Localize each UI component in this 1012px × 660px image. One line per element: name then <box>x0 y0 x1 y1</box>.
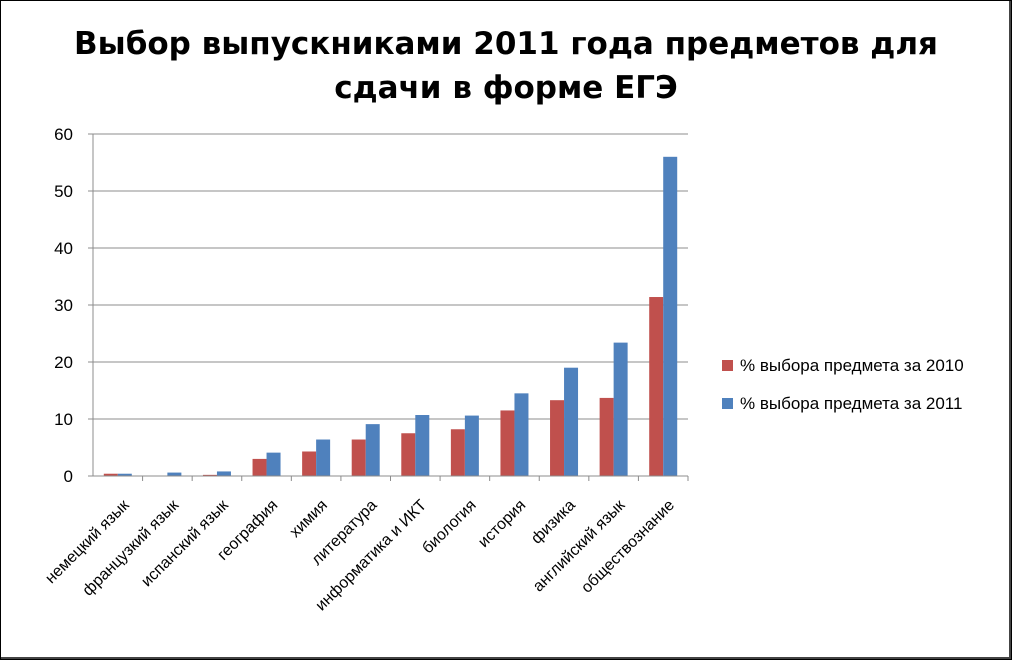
legend-swatch <box>722 398 733 409</box>
bar-2010 <box>202 474 217 476</box>
legend-swatch <box>722 360 733 371</box>
x-category-label: физика <box>528 497 579 548</box>
bar-2010 <box>252 458 267 476</box>
y-tick-label: 30 <box>54 296 73 315</box>
chart-title-line2: сдачи в форме ЕГЭ <box>334 70 678 106</box>
bar-2011 <box>365 424 380 476</box>
bars <box>103 156 678 477</box>
chart-title: Выбор выпускниками 2011 года предметов д… <box>0 22 1012 110</box>
bar-2010 <box>599 397 614 476</box>
bar-2011 <box>415 415 430 476</box>
legend-label: % выбора предмета за 2011 <box>740 394 962 413</box>
bar-2011 <box>564 367 579 476</box>
y-tick-label: 40 <box>54 239 73 258</box>
bar-2011 <box>316 439 331 476</box>
y-tick-labels: 0 10 20 30 40 50 60 <box>54 125 73 486</box>
x-category-label: английский язык <box>530 496 629 595</box>
bar-2011 <box>613 342 628 476</box>
bar-2011 <box>266 452 281 476</box>
x-category-label: биология <box>419 497 479 557</box>
bar-2010 <box>302 451 317 476</box>
gridlines <box>93 133 688 420</box>
x-category-label: химия <box>287 497 331 541</box>
chart-title-line1: Выбор выпускниками 2011 года предметов д… <box>74 26 938 62</box>
bar-2010 <box>649 297 664 476</box>
bar-2010 <box>401 433 416 476</box>
y-tick-label: 0 <box>64 467 73 486</box>
bar-2010 <box>450 429 465 476</box>
x-category-label: немецкий язык <box>42 496 133 587</box>
bar-2011 <box>464 415 479 476</box>
bar-2010 <box>550 400 565 476</box>
x-category-label: испанский язык <box>138 496 232 590</box>
legend-label: % выбора предмета за 2010 <box>740 356 964 375</box>
bar-2011 <box>514 393 529 476</box>
x-category-label: французкий язык <box>80 496 183 599</box>
bar-2010 <box>351 439 366 476</box>
bar-2011 <box>216 471 231 476</box>
bar-2010 <box>103 473 118 476</box>
y-tick-label: 50 <box>54 182 73 201</box>
axes <box>88 133 689 481</box>
y-tick-label: 60 <box>54 125 73 144</box>
legend: % выбора предмета за 2010 % выбора предме… <box>722 356 964 413</box>
bar-2011 <box>117 473 132 476</box>
x-category-label: история <box>475 497 529 551</box>
y-tick-label: 20 <box>54 353 73 372</box>
bar-2010 <box>500 410 515 476</box>
bar-2011 <box>663 156 678 477</box>
bar-2011 <box>167 472 182 476</box>
y-tick-label: 10 <box>54 410 73 429</box>
x-category-label: обществознание <box>578 497 678 597</box>
